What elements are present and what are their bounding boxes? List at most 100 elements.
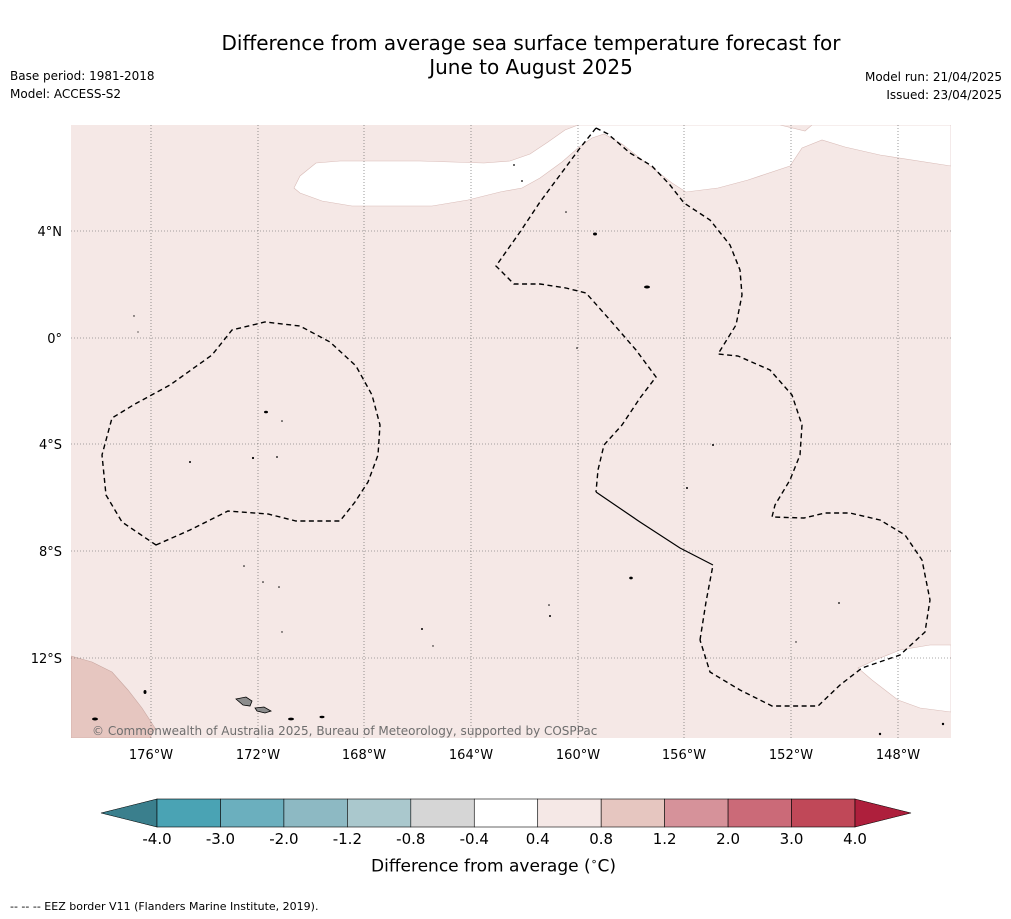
colorbar-tick-label: -3.0 [206, 830, 235, 848]
lon-label-176w: 176°W [129, 748, 173, 763]
model-run-text: Model run: 21/04/2025 [864, 70, 1002, 84]
latitude-labels: 4°N 0° 4°S 8°S 12°S [31, 225, 62, 667]
eez-border-west [101, 321, 381, 546]
island-dot [838, 602, 840, 604]
colorbar-tick-label: -1.2 [333, 830, 362, 848]
neutral-region-north [293, 125, 951, 207]
island-dot [276, 456, 278, 458]
colorbar-segment [600, 798, 665, 828]
issued-text: Issued: 23/04/2025 [886, 88, 1002, 102]
colorbar-extend-high [854, 798, 912, 828]
colorbar-segment [791, 798, 856, 828]
colorbar-segment [156, 798, 221, 828]
right-metadata: Model run: 21/04/2025 Issued: 23/04/2025 [865, 68, 1002, 104]
island-dot [629, 576, 633, 580]
island-dot [92, 717, 98, 721]
eez-border-solid-segment [595, 491, 714, 566]
colorbar-tick-label: 1.2 [653, 830, 677, 848]
island-dot [251, 456, 255, 460]
chart-title-line-2: June to August 2025 [429, 55, 633, 79]
island-dot [243, 565, 245, 567]
island-samoa-large [235, 696, 253, 707]
island-dot [513, 164, 515, 166]
lon-label-160w: 160°W [556, 748, 600, 763]
colorbar-tick-label: -4.0 [142, 830, 171, 848]
colorbar: -4.0 -3.0 -2.0 -1.2 -0.8 -0.4 0.4 0.8 1.2 2.0 3.0 4… [100, 798, 912, 848]
lon-label-164w: 164°W [449, 748, 493, 763]
colorbar-tick-label: 4.0 [843, 830, 867, 848]
island-dot [137, 331, 139, 333]
island-dot [281, 631, 283, 633]
eez-borders [101, 127, 931, 707]
copyright-text: © Commonwealth of Australia 2025, Bureau… [92, 724, 598, 738]
eez-border-eastern-arc [595, 127, 931, 707]
island-dot [576, 347, 578, 349]
lon-label-148w: 148°W [876, 748, 920, 763]
island-dot [264, 410, 268, 414]
chart-title: Difference from average sea surface temp… [0, 31, 1011, 79]
island-dot [432, 645, 434, 647]
colorbar-label-tail: C) [597, 856, 617, 877]
island-samoa-small [254, 706, 272, 714]
colorbar-tick-label: -2.0 [269, 830, 298, 848]
island-dot [189, 461, 191, 463]
island-dot [593, 232, 597, 236]
colorbar-label-unit: ∘ [590, 855, 598, 868]
island-dot [288, 717, 294, 721]
colorbar-tick-labels: -4.0 -3.0 -2.0 -1.2 -0.8 -0.4 0.4 0.8 1.2 2.0 3.0 4… [142, 830, 867, 848]
chart-title-line-1: Difference from average sea surface temp… [221, 31, 841, 55]
colorbar-tick-label: -0.8 [396, 830, 425, 848]
left-metadata: Base period: 1981-2018 Model: ACCESS-S2 [10, 67, 155, 103]
island-dot [878, 732, 882, 736]
islands [92, 164, 945, 736]
colorbar-segment [347, 798, 412, 828]
island-dot [421, 628, 423, 630]
island-dot [565, 211, 567, 213]
island-dot [319, 715, 325, 719]
island-dot [278, 586, 280, 588]
anomaly-field-light [71, 125, 951, 738]
lon-label-172w: 172°W [236, 748, 280, 763]
colorbar-segment [537, 798, 602, 828]
colorbar-label-text: Difference from average ( [371, 856, 591, 877]
base-period-text: Base period: 1981-2018 [10, 69, 155, 83]
lon-label-152w: 152°W [769, 748, 813, 763]
map-panel [71, 125, 951, 738]
colorbar-segment [410, 798, 475, 828]
eez-border-south-link [699, 564, 714, 641]
colorbar-tick-label: 3.0 [780, 830, 804, 848]
colorbar-extend-low [100, 798, 158, 828]
colorbar-segment [220, 798, 285, 828]
island-dot [281, 420, 283, 422]
island-dot [941, 722, 945, 726]
island-dot [548, 604, 550, 606]
island-dot [686, 487, 688, 489]
colorbar-segment [727, 798, 792, 828]
colorbar-segment [664, 798, 729, 828]
anomaly-field-medium [71, 655, 156, 738]
island-dot [712, 444, 714, 446]
island-dot [262, 581, 264, 583]
model-text: Model: ACCESS-S2 [10, 87, 122, 101]
lat-label-4n: 4°N [38, 225, 63, 240]
longitude-labels: 176°W 172°W 168°W 164°W 160°W 156°W 152°… [129, 748, 920, 763]
colorbar-label: Difference from average (∘C) [371, 855, 616, 877]
lat-label-0: 0° [47, 332, 62, 347]
lat-label-4s: 4°S [39, 438, 62, 453]
colorbar-segment [283, 798, 348, 828]
lon-label-156w: 156°W [662, 748, 706, 763]
lat-label-8s: 8°S [39, 545, 62, 560]
colorbar-tick-label: 0.8 [589, 830, 613, 848]
island-dot [549, 615, 551, 617]
lat-label-12s: 12°S [31, 652, 62, 667]
lon-label-168w: 168°W [342, 748, 386, 763]
island-dot [644, 285, 650, 289]
colorbar-tick-label: 2.0 [716, 830, 740, 848]
eez-border-central [495, 127, 657, 493]
island-dot [795, 641, 797, 643]
graticule [71, 125, 951, 738]
colorbar-segments [156, 798, 856, 828]
island-dot [143, 690, 147, 694]
colorbar-tick-label: 0.4 [526, 830, 550, 848]
